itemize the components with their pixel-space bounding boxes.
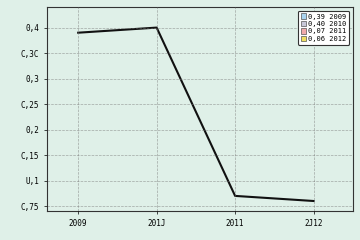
Legend: 0,39 2009, 0,40 2010, 0,07 2011, 0,06 2012: 0,39 2009, 0,40 2010, 0,07 2011, 0,06 20… [298, 11, 349, 45]
